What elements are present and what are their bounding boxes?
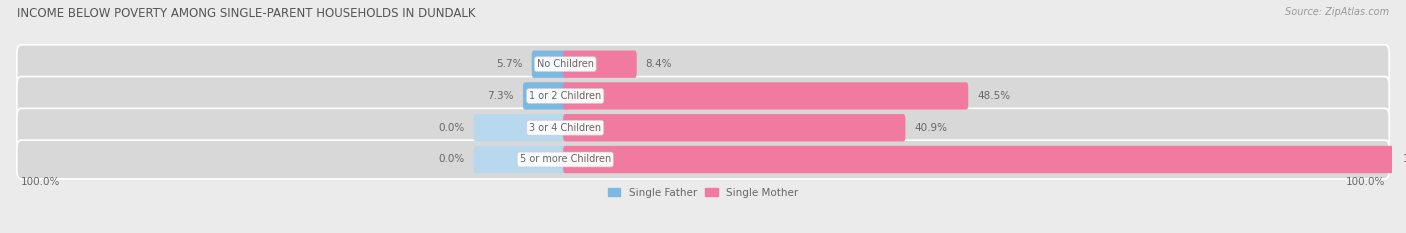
- Text: 0.0%: 0.0%: [439, 123, 464, 133]
- FancyBboxPatch shape: [17, 108, 1389, 147]
- FancyBboxPatch shape: [523, 82, 567, 110]
- Text: 100.0%: 100.0%: [1346, 177, 1385, 187]
- FancyBboxPatch shape: [17, 140, 1389, 179]
- FancyBboxPatch shape: [564, 146, 1393, 173]
- Text: 7.3%: 7.3%: [488, 91, 515, 101]
- Text: 5.7%: 5.7%: [496, 59, 523, 69]
- Text: 48.5%: 48.5%: [977, 91, 1011, 101]
- Text: 40.9%: 40.9%: [914, 123, 948, 133]
- FancyBboxPatch shape: [531, 51, 567, 78]
- Text: 0.0%: 0.0%: [439, 154, 464, 164]
- FancyBboxPatch shape: [564, 114, 905, 141]
- Text: No Children: No Children: [537, 59, 593, 69]
- Text: 1 or 2 Children: 1 or 2 Children: [529, 91, 602, 101]
- Text: 3 or 4 Children: 3 or 4 Children: [529, 123, 602, 133]
- Text: 8.4%: 8.4%: [645, 59, 672, 69]
- Text: Source: ZipAtlas.com: Source: ZipAtlas.com: [1285, 7, 1389, 17]
- FancyBboxPatch shape: [564, 82, 969, 110]
- FancyBboxPatch shape: [474, 146, 567, 173]
- Text: 100.0%: 100.0%: [1403, 154, 1406, 164]
- FancyBboxPatch shape: [474, 114, 567, 141]
- FancyBboxPatch shape: [17, 77, 1389, 115]
- Text: INCOME BELOW POVERTY AMONG SINGLE-PARENT HOUSEHOLDS IN DUNDALK: INCOME BELOW POVERTY AMONG SINGLE-PARENT…: [17, 7, 475, 20]
- Legend: Single Father, Single Mother: Single Father, Single Mother: [603, 183, 803, 202]
- Text: 100.0%: 100.0%: [21, 177, 60, 187]
- FancyBboxPatch shape: [17, 45, 1389, 84]
- Text: 5 or more Children: 5 or more Children: [520, 154, 610, 164]
- FancyBboxPatch shape: [564, 51, 637, 78]
